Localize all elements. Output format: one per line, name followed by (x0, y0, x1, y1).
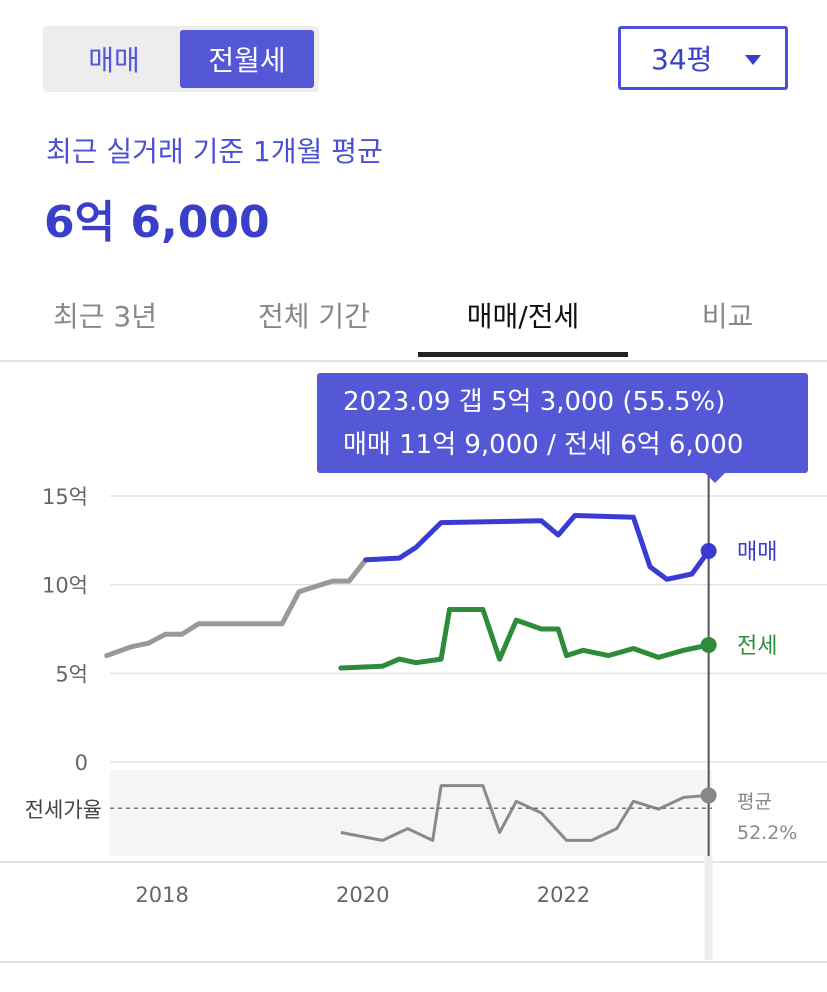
area-dropdown[interactable]: 34평 (618, 26, 788, 90)
tab-compare[interactable]: 비교 (701, 300, 754, 333)
sale-point (700, 542, 717, 559)
segment-sale-button[interactable]: 매매 (88, 44, 140, 77)
tooltip-tail (705, 473, 725, 483)
jeonse-price-line (338, 607, 712, 671)
x-tick-label: 2020 (336, 883, 389, 907)
y-tick-label: 10억 (42, 574, 88, 598)
area-dropdown-value: 34평 (651, 43, 713, 76)
tooltip-price-line: 매매 11억 9,000 / 전세 6억 6,000 (343, 430, 744, 460)
highlight-column (704, 856, 713, 960)
tab-all-period[interactable]: 전체 기간 (258, 300, 370, 333)
ratio-line (340, 784, 709, 842)
price-basis-label: 최근 실거래 기준 1개월 평균 (46, 135, 383, 168)
tab-recent-3y[interactable]: 최근 3년 (53, 300, 157, 333)
chart-tooltip: 2023.09 갭 5억 3,000 (55.5%) 매매 11억 9,000 … (317, 373, 808, 483)
period-tabs: 최근 3년 전체 기간 매매/전세 비교 (0, 272, 827, 362)
ratio-average-label: 평균 (737, 791, 772, 813)
jeonse-series-label: 전세 (737, 634, 777, 659)
y-tick-label: 0 (75, 751, 88, 775)
ratio-axis-label: 전세가율 (25, 798, 102, 822)
jeonse-point (700, 636, 717, 653)
tab-sale-jeonse[interactable]: 매매/전세 (466, 300, 580, 333)
average-price: 6억 6,000 (44, 197, 270, 248)
sale-series-label: 매매 (737, 540, 777, 565)
chevron-down-icon (745, 55, 761, 65)
active-tab-indicator (418, 352, 628, 357)
x-tick-label: 2022 (537, 883, 590, 907)
sale-history-line (104, 557, 369, 659)
trade-type-toggle: 매매 전월세 (43, 26, 319, 92)
segment-rent-button[interactable]: 전월세 (180, 30, 314, 88)
y-tick-label: 15억 (42, 485, 88, 509)
bottom-divider (0, 961, 827, 963)
ratio-band-bg (110, 770, 712, 856)
ratio-point (700, 787, 717, 804)
y-tick-label: 5억 (55, 662, 88, 686)
x-tick-label: 2018 (135, 883, 188, 907)
tooltip-gap-line: 2023.09 갭 5억 3,000 (55.5%) (343, 387, 726, 417)
ratio-average-value: 52.2% (737, 822, 797, 844)
sale-price-line (363, 513, 712, 582)
